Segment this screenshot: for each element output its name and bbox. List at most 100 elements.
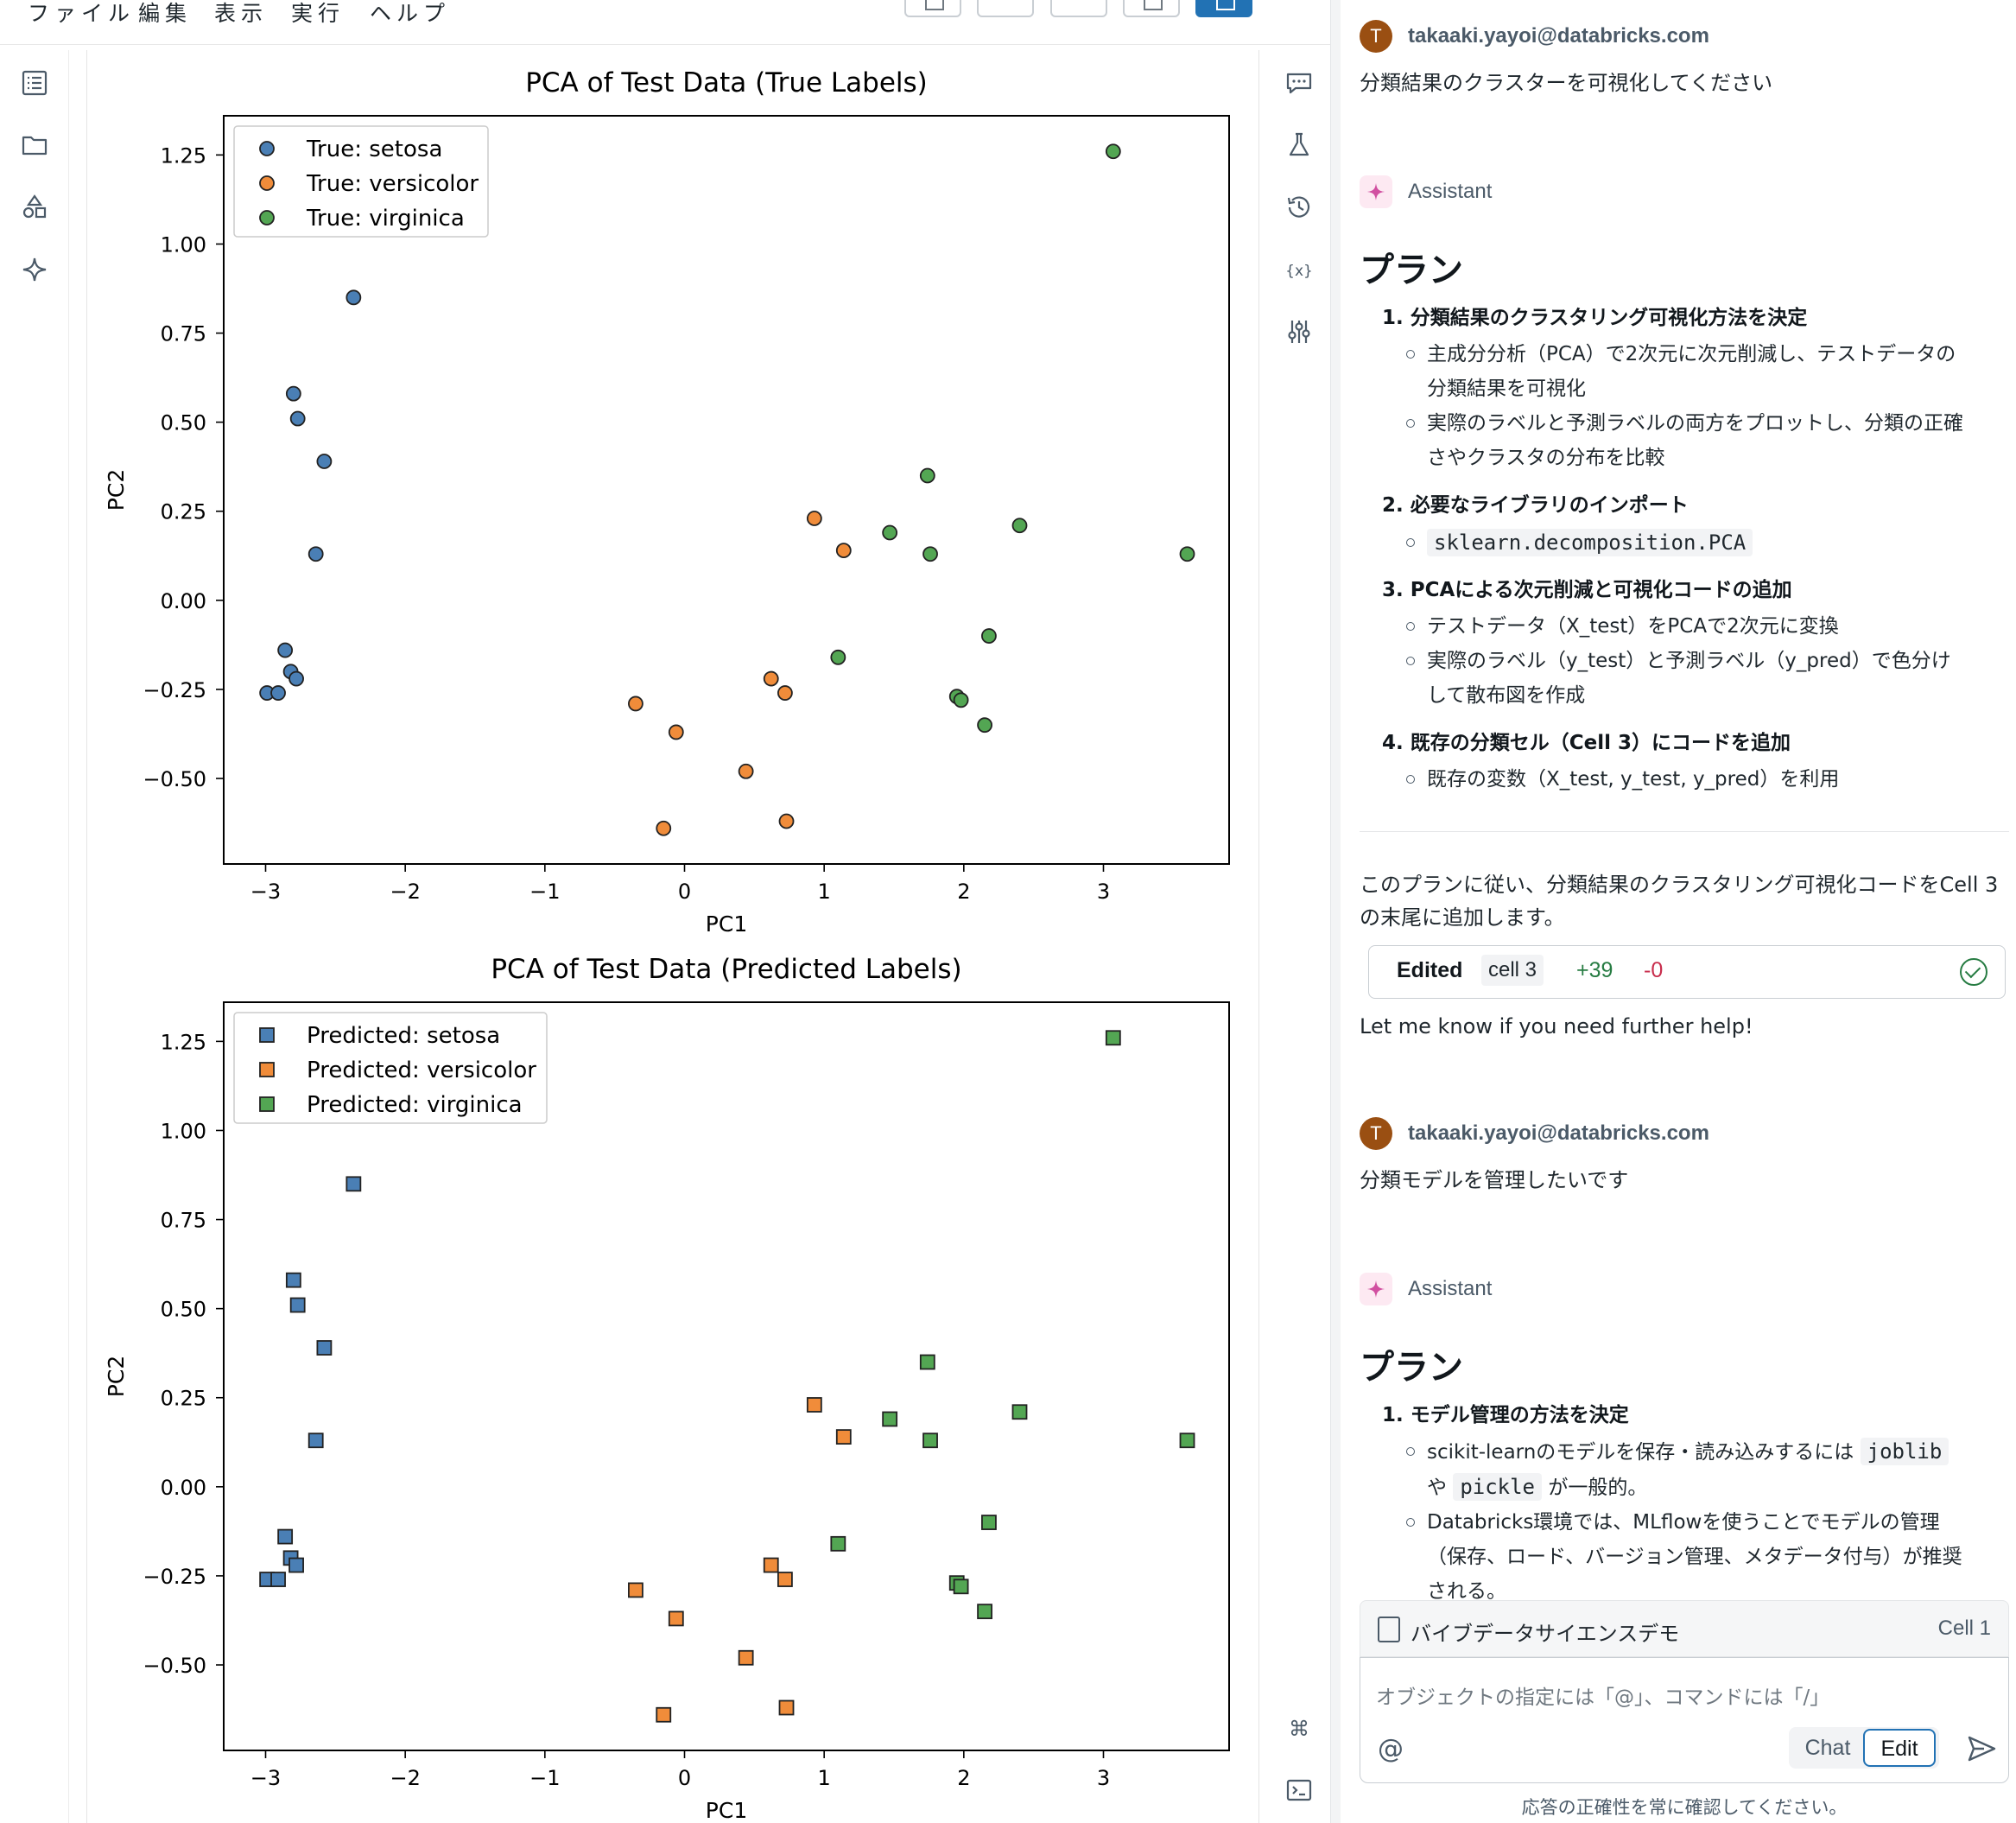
lines-added: +39 (1576, 958, 1613, 982)
toolbar-primary-button[interactable] (1195, 0, 1252, 17)
y-tick-label: −0.25 (143, 678, 206, 702)
bullet-text: scikit-learnのモデルを保存・読み込みするには (1427, 1441, 1854, 1464)
legend-label: Predicted: versicolor (307, 1058, 536, 1083)
data-point-setosa (285, 385, 301, 402)
chat-input-box[interactable]: オブジェクトの指定には「@」、コマンドには「/」 @ Chat Edit (1360, 1657, 2009, 1783)
right-icon-rail: {x} ⌘ (1268, 50, 1330, 1823)
plan2-step-1-bullet-2: Databricks環境では、MLflowを使うことでモデルの管理 （保存、ロー… (1406, 1505, 2010, 1609)
x-tick-label: −3 (250, 1766, 281, 1790)
toolbar-button-1[interactable] (904, 0, 961, 17)
data-point-versicolor (628, 696, 643, 712)
data-point-setosa (277, 1528, 294, 1545)
bullet-text: が一般的。 (1548, 1477, 1648, 1499)
plan-summary-line-2: の末尾に追加します。 (1360, 905, 1565, 930)
plan-step-2-bullet-1: sklearn.decomposition.PCA (1406, 525, 2010, 561)
settings-sliders-icon[interactable] (1284, 316, 1315, 347)
data-point-setosa (307, 546, 324, 562)
context-cell[interactable]: Cell 1 (1937, 1617, 1991, 1640)
bullet-line: 実際のラベル（y_test）と予測ラベル（y_pred）で色分け (1427, 650, 1951, 672)
chat-input-placeholder[interactable]: オブジェクトの指定には「@」、コマンドには「/」 (1376, 1686, 1830, 1709)
data-point-virginica (977, 1604, 992, 1620)
legend-box (233, 1012, 548, 1124)
y-tick-label: 1.00 (161, 1119, 206, 1143)
edited-cell-card[interactable]: Edited cell 3 +39 -0 (1368, 945, 2006, 999)
flask-icon[interactable] (1284, 130, 1315, 161)
legend-label: True: setosa (306, 137, 442, 162)
data-point-versicolor (835, 1429, 852, 1445)
plan-step-1: 1. 分類結果のクラスタリング可視化方法を決定 (1382, 307, 1808, 329)
chat-mode-button[interactable]: Chat (1804, 1736, 1851, 1760)
keyboard-shortcuts-icon[interactable]: ⌘ (1284, 1712, 1315, 1744)
mode-toggle[interactable]: Chat Edit (1789, 1727, 1939, 1769)
send-icon[interactable] (1965, 1732, 1998, 1765)
data-point-virginica (981, 1515, 997, 1530)
x-tick-label: 1 (818, 880, 831, 904)
plan-step-2: 2. 必要なライブラリのインポート (1382, 494, 1689, 517)
x-tick-label: 1 (818, 1766, 831, 1790)
data-point-virginica (977, 717, 992, 734)
menu-file[interactable]: ファイル (28, 1, 136, 26)
data-point-virginica (830, 1535, 846, 1552)
data-point-setosa (288, 670, 304, 687)
menu-edit[interactable]: 編集 (138, 1, 193, 26)
data-point-setosa (316, 454, 333, 469)
y-tick-label: 0.25 (161, 500, 206, 524)
edit-mode-button[interactable]: Edit (1863, 1729, 1936, 1767)
data-point-setosa (346, 1176, 362, 1192)
plan-step-4-bullet-1: 既存の変数（X_test, y_test, y_pred）を利用 (1406, 762, 2010, 797)
toolbar-button-2[interactable] (977, 0, 1034, 17)
context-notebook-name: バイブデータサイエンスデモ (1411, 1622, 1680, 1646)
data-point-versicolor (668, 724, 684, 740)
shapes-icon[interactable] (19, 192, 50, 223)
data-point-setosa (346, 289, 362, 306)
data-point-versicolor (806, 511, 822, 526)
menu-help[interactable]: ヘルプ (370, 1, 451, 26)
y-tick-label: −0.50 (143, 1654, 206, 1678)
plan-step-1-bullet-1: 主成分分析（PCA）で2次元に次元削減し、テストデータの 分類結果を可視化 (1406, 337, 2010, 406)
legend-marker (259, 1096, 275, 1112)
data-point-setosa (307, 1432, 324, 1449)
mention-button[interactable]: @ (1378, 1734, 1404, 1764)
toolbar-button-3[interactable] (1050, 0, 1107, 17)
plan-summary-line-1: このプランに従い、分類結果のクラスタリング可視化コードをCell 3 (1360, 873, 1999, 897)
legend-label: True: virginica (306, 206, 465, 232)
comment-icon[interactable] (1284, 67, 1315, 98)
check-circle-icon (1960, 958, 1987, 986)
folder-icon[interactable] (19, 130, 50, 161)
x-tick-label: −3 (250, 880, 281, 904)
data-point-versicolor (778, 1699, 795, 1716)
data-point-virginica (1011, 518, 1028, 534)
data-point-setosa (289, 410, 306, 427)
y-tick-label: 0.25 (161, 1387, 206, 1411)
data-point-virginica (919, 467, 935, 484)
code-span: joblib (1860, 1438, 1949, 1465)
context-bar[interactable]: バイブデータサイエンスデモ Cell 1 (1360, 1600, 2009, 1657)
x-tick-label: −1 (529, 1766, 560, 1790)
data-point-versicolor (738, 763, 754, 779)
plan-step-1-bullet-2: 実際のラベルと予測ラベルの両方をプロットし、分類の正確 さやクラスタの分布を比較 (1406, 406, 2010, 475)
bullet-line: 主成分分析（PCA）で2次元に次元削減し、テストデータの (1427, 343, 1956, 365)
data-point-versicolor (738, 1649, 754, 1666)
toolbar-button-4[interactable] (1123, 0, 1180, 17)
table-of-contents-icon[interactable] (19, 67, 50, 98)
history-icon[interactable] (1284, 192, 1315, 223)
user-email: takaaki.yayoi@databricks.com (1408, 24, 1709, 48)
menu-run[interactable]: 実行 (291, 1, 346, 26)
assistant-chat-panel: T takaaki.yayoi@databricks.com 分類結果のクラスタ… (1341, 0, 2016, 1823)
menu-view[interactable]: 表示 (214, 1, 269, 26)
plan-step-3-bullet-2: 実際のラベル（y_test）と予測ラベル（y_pred）で色分け して散布図を作… (1406, 644, 2010, 713)
data-point-virginica (882, 524, 898, 541)
x-tick-label: 2 (957, 1766, 970, 1790)
bullet-line: して散布図を作成 (1427, 684, 1586, 707)
lines-removed: -0 (1644, 958, 1664, 982)
assistant-sparkle-icon[interactable] (19, 254, 50, 285)
assistant-message-header: Assistant (1360, 1272, 1492, 1306)
code-span: pickle (1453, 1473, 1543, 1501)
menu-bar: ファイル 編集 表示 実行 ヘルプ (0, 0, 1330, 45)
terminal-icon[interactable] (1284, 1775, 1315, 1806)
panel-divider[interactable] (1330, 0, 1341, 1823)
plot-frame (223, 1001, 1230, 1751)
y-tick-label: −0.25 (143, 1565, 206, 1589)
data-point-virginica (1105, 143, 1121, 160)
variables-icon[interactable]: {x} (1284, 254, 1315, 285)
